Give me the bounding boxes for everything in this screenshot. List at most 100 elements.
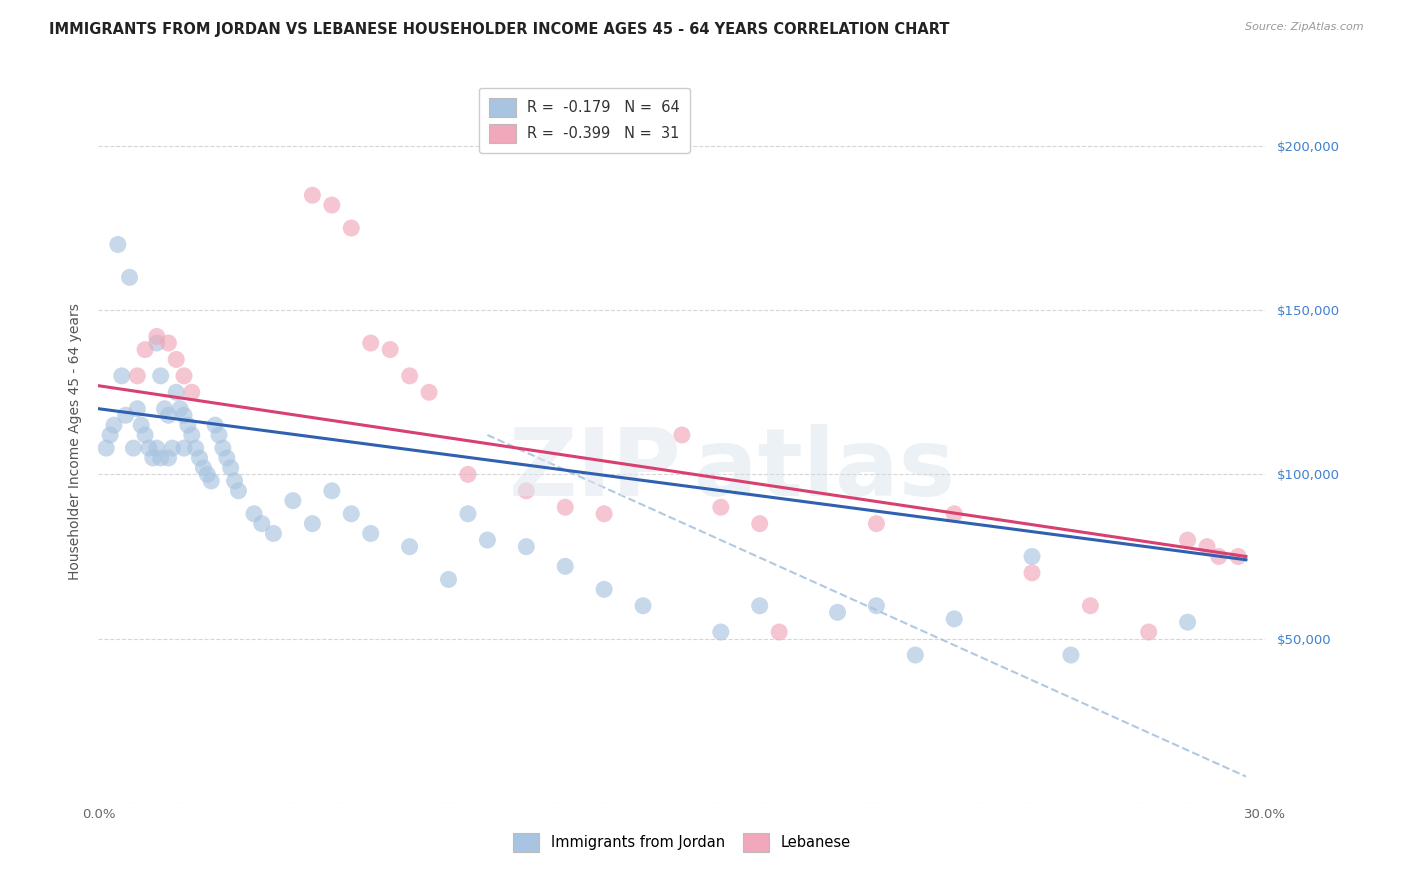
Point	[195, 467, 218, 482]
Point	[360, 336, 382, 351]
Point	[340, 507, 363, 521]
Point	[173, 409, 195, 423]
Point	[162, 441, 184, 455]
Point	[146, 336, 169, 351]
Point	[1021, 566, 1043, 580]
Point	[943, 612, 966, 626]
Point	[188, 450, 211, 465]
Point	[165, 385, 187, 400]
Point	[631, 599, 654, 613]
Point	[184, 441, 207, 455]
Point	[173, 368, 195, 383]
Point	[865, 516, 887, 531]
Text: IMMIGRANTS FROM JORDAN VS LEBANESE HOUSEHOLDER INCOME AGES 45 - 64 YEARS CORRELA: IMMIGRANTS FROM JORDAN VS LEBANESE HOUSE…	[49, 22, 949, 37]
Point	[157, 409, 180, 423]
Point	[671, 428, 693, 442]
Text: ZIP: ZIP	[509, 425, 682, 516]
Point	[157, 336, 180, 351]
Point	[134, 343, 156, 357]
Point	[593, 507, 616, 521]
Point	[149, 368, 172, 383]
Point	[180, 385, 202, 400]
Point	[96, 441, 118, 455]
Point	[142, 450, 165, 465]
Point	[153, 401, 176, 416]
Point	[418, 385, 440, 400]
Point	[437, 573, 460, 587]
Point	[398, 368, 420, 383]
Point	[243, 507, 266, 521]
Point	[204, 418, 226, 433]
Point	[224, 474, 246, 488]
Point	[340, 221, 363, 235]
Text: Source: ZipAtlas.com: Source: ZipAtlas.com	[1246, 22, 1364, 32]
Point	[103, 418, 125, 433]
Point	[554, 559, 576, 574]
Point	[262, 526, 284, 541]
Point	[111, 368, 134, 383]
Point	[107, 237, 129, 252]
Point	[1208, 549, 1230, 564]
Point	[321, 483, 343, 498]
Point	[398, 540, 420, 554]
Point	[1021, 549, 1043, 564]
Legend: Immigrants from Jordan, Lebanese: Immigrants from Jordan, Lebanese	[505, 824, 859, 861]
Point	[477, 533, 499, 547]
Point	[281, 493, 304, 508]
Point	[1060, 648, 1083, 662]
Point	[1195, 540, 1218, 554]
Point	[515, 483, 537, 498]
Point	[138, 441, 160, 455]
Point	[177, 418, 200, 433]
Point	[134, 428, 156, 442]
Point	[127, 368, 149, 383]
Point	[122, 441, 145, 455]
Point	[865, 599, 887, 613]
Point	[219, 460, 242, 475]
Point	[250, 516, 273, 531]
Point	[228, 483, 250, 498]
Point	[593, 582, 616, 597]
Point	[1177, 533, 1199, 547]
Point	[554, 500, 576, 515]
Point	[301, 188, 323, 202]
Point	[129, 418, 152, 433]
Point	[1227, 549, 1250, 564]
Point	[180, 428, 202, 442]
Point	[208, 428, 231, 442]
Point	[710, 500, 733, 515]
Point	[215, 450, 238, 465]
Point	[1177, 615, 1199, 630]
Point	[380, 343, 402, 357]
Point	[98, 428, 121, 442]
Point	[193, 460, 215, 475]
Point	[127, 401, 149, 416]
Point	[515, 540, 537, 554]
Point	[169, 401, 191, 416]
Point	[118, 270, 141, 285]
Point	[1137, 625, 1160, 640]
Point	[165, 352, 187, 367]
Point	[301, 516, 323, 531]
Point	[321, 198, 343, 212]
Point	[943, 507, 966, 521]
Point	[768, 625, 790, 640]
Y-axis label: Householder Income Ages 45 - 64 years: Householder Income Ages 45 - 64 years	[67, 303, 82, 580]
Point	[146, 329, 169, 343]
Point	[827, 605, 849, 619]
Point	[146, 441, 169, 455]
Point	[748, 599, 770, 613]
Point	[904, 648, 927, 662]
Point	[157, 450, 180, 465]
Point	[748, 516, 770, 531]
Point	[200, 474, 222, 488]
Point	[212, 441, 235, 455]
Point	[710, 625, 733, 640]
Point	[114, 409, 136, 423]
Point	[1080, 599, 1102, 613]
Text: atlas: atlas	[693, 425, 955, 516]
Point	[173, 441, 195, 455]
Point	[360, 526, 382, 541]
Point	[457, 467, 479, 482]
Point	[149, 450, 172, 465]
